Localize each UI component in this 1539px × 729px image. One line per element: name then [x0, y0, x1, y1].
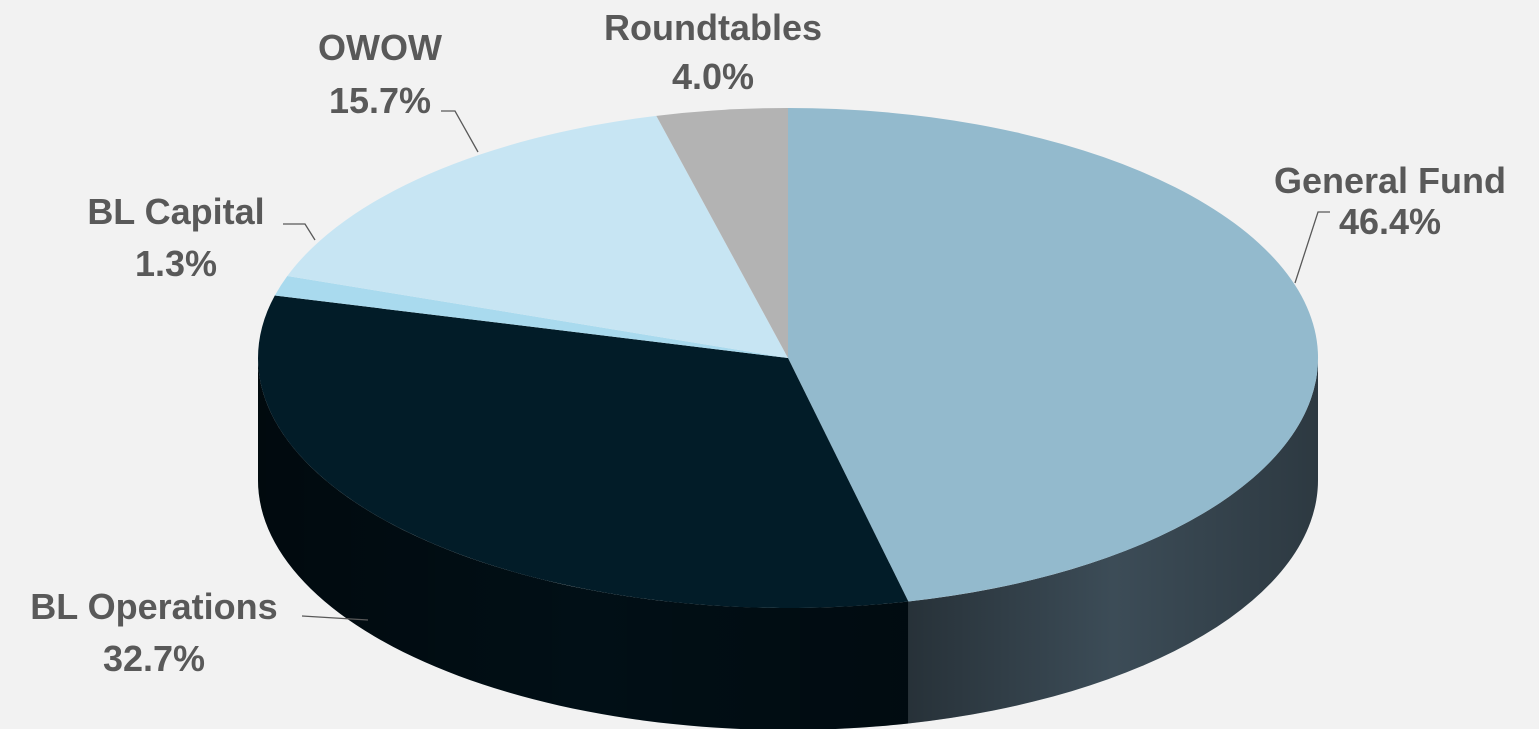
slice-label-bl-operations: BL Operations — [30, 586, 277, 627]
slice-side-shade — [258, 358, 909, 729]
slice-value-label-roundtables: 4.0% — [672, 56, 754, 97]
slice-value-label-general-fund: 46.4% — [1339, 201, 1441, 242]
slice-label-owow: OWOW — [318, 27, 442, 68]
slice-roundtables — [656, 108, 788, 358]
slice-bl-operations — [258, 295, 909, 609]
leader-line-bl-operations — [301, 615, 369, 621]
leader-line-general-fund — [1294, 211, 1330, 284]
slice-side-shade — [908, 358, 1318, 724]
leader-line-owow — [441, 110, 479, 153]
slice-value-label-bl-operations: 32.7% — [103, 638, 205, 679]
slice-general-fund — [788, 108, 1319, 602]
pie-sides — [258, 358, 1318, 729]
leader-line-bl-capital — [283, 223, 316, 241]
slice-value-label-owow: 15.7% — [329, 80, 431, 121]
leader-lines — [283, 110, 1330, 621]
slice-label-general-fund: General Fund — [1274, 160, 1506, 201]
slice-value-label-bl-capital: 1.3% — [135, 243, 217, 284]
slice-label-bl-capital: BL Capital — [87, 191, 264, 232]
slice-label-roundtables: Roundtables — [604, 7, 822, 48]
slice-owow — [287, 115, 788, 358]
slice-bl-capital — [274, 275, 789, 358]
pie-tops — [258, 108, 1319, 609]
